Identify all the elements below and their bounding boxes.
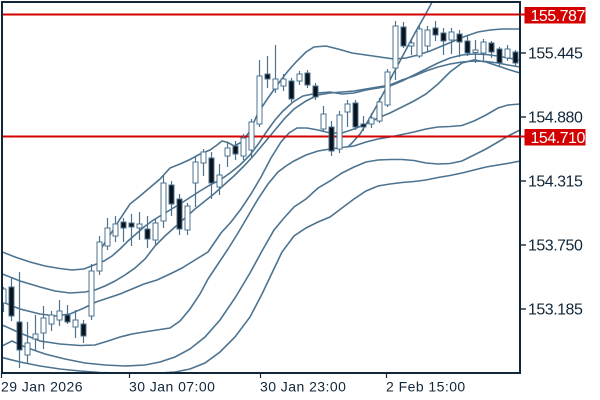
svg-text:153.750: 153.750: [528, 238, 583, 255]
svg-text:154.710: 154.710: [531, 130, 586, 147]
svg-text:153.185: 153.185: [528, 302, 583, 319]
svg-text:30 Jan 07:00: 30 Jan 07:00: [129, 379, 215, 395]
svg-text:155.787: 155.787: [531, 8, 586, 25]
svg-text:154.315: 154.315: [528, 174, 583, 191]
svg-text:155.445: 155.445: [528, 46, 583, 63]
svg-text:2 Feb 15:00: 2 Feb 15:00: [386, 379, 466, 395]
svg-text:154.880: 154.880: [528, 110, 583, 127]
svg-text:30 Jan 23:00: 30 Jan 23:00: [260, 379, 346, 395]
svg-text:29 Jan 2026: 29 Jan 2026: [1, 379, 83, 395]
